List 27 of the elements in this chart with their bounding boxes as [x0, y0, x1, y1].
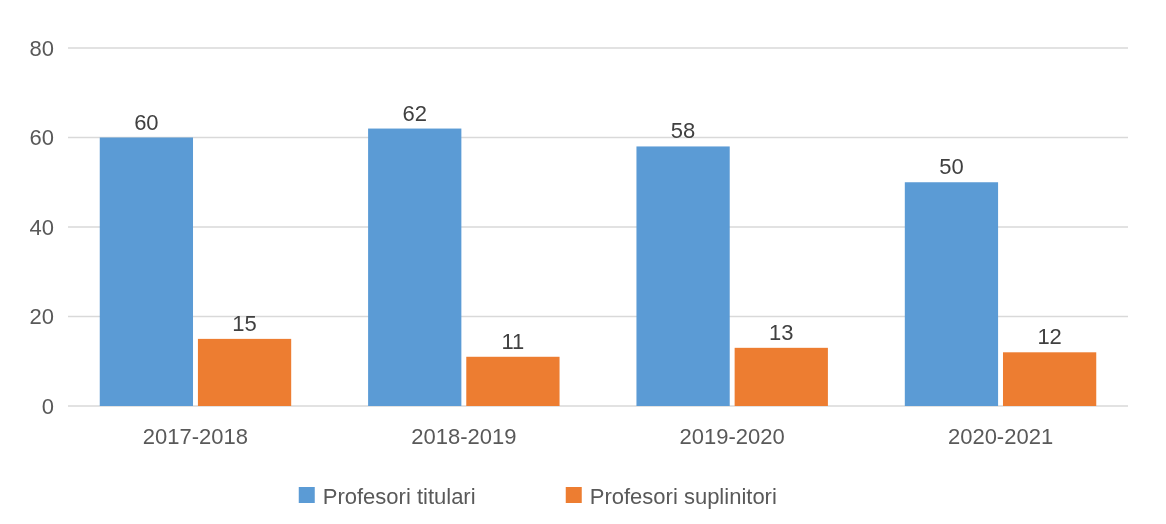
legend-label: Profesori titulari: [322, 483, 476, 509]
bar: [1002, 352, 1097, 406]
bar: [99, 137, 194, 406]
bar: [368, 128, 462, 406]
data-label: 60: [134, 109, 159, 135]
x-tick-label: 2017-2018: [142, 424, 249, 449]
bar: [904, 182, 999, 406]
x-tick-label: 2019-2020: [679, 424, 785, 449]
data-label: 15: [232, 310, 257, 336]
data-label: 62: [402, 100, 427, 126]
x-tick-label: 2018-2019: [411, 424, 517, 449]
data-label: 12: [1037, 324, 1062, 350]
y-tick-label: 0: [41, 393, 54, 419]
bar: [734, 347, 828, 406]
data-label: 13: [769, 319, 794, 345]
y-tick-label: 80: [29, 35, 54, 61]
bar: [466, 356, 560, 406]
data-label: 11: [501, 328, 525, 354]
y-tick-label: 40: [29, 214, 54, 240]
bar: [636, 146, 730, 406]
data-label: 50: [939, 154, 964, 180]
x-tick-label: 2020-2021: [947, 424, 1054, 449]
y-tick-label: 20: [29, 304, 54, 330]
data-label: 58: [670, 118, 696, 144]
y-tick-label: 60: [29, 125, 54, 151]
legend-label: Profesori suplinitori: [589, 483, 777, 509]
bar: [197, 338, 292, 406]
